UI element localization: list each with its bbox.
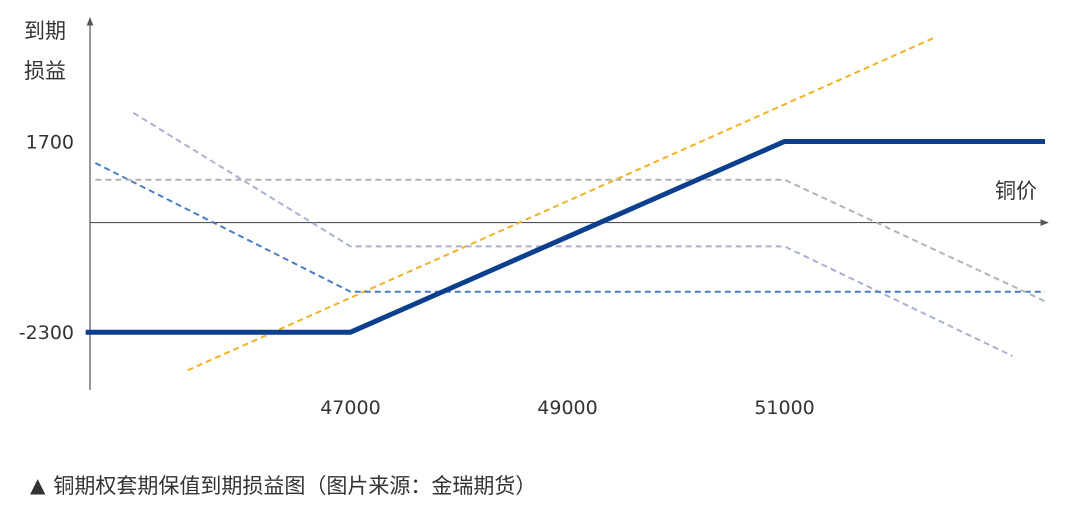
figure-caption: ▲ 铜期权套期保值到期损益图（图片来源：金瑞期货） <box>30 470 536 500</box>
series-line-3 <box>95 178 1046 303</box>
up-arrow-icon: ▲ <box>30 473 46 497</box>
series-line-0 <box>187 35 937 372</box>
x-tick-label-0: 47000 <box>320 397 380 419</box>
series-line-1 <box>132 112 1013 357</box>
y-tick-label-0: 1700 <box>26 132 74 154</box>
x-tick-label-2: 51000 <box>754 397 814 419</box>
axes <box>86 17 1049 390</box>
x-tick-label-1: 49000 <box>537 397 597 419</box>
y-axis-title-line1: 到期 <box>24 19 66 43</box>
y-tick-label-1: -2300 <box>19 322 74 344</box>
series-line-2 <box>94 162 1045 293</box>
x-axis-title: 铜价 <box>995 179 1037 203</box>
series-line-4 <box>85 139 1045 335</box>
series-layer <box>85 35 1046 372</box>
caption-text: 铜期权套期保值到期损益图（图片来源：金瑞期货） <box>53 474 537 498</box>
y-axis-title-line2: 损益 <box>24 59 66 83</box>
